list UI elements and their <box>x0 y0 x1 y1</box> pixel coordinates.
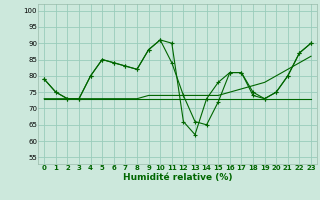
X-axis label: Humidité relative (%): Humidité relative (%) <box>123 173 232 182</box>
